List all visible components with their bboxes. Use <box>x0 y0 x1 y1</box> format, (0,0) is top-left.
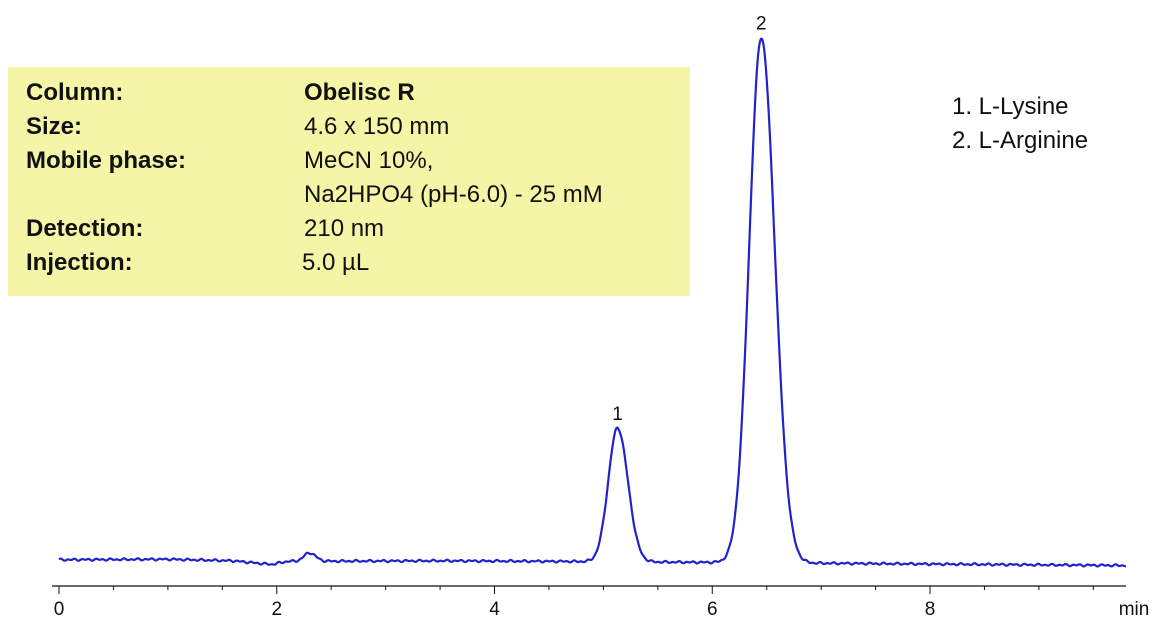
x-tick-label: 4 <box>489 599 500 619</box>
info-value: 4.6 x 150 mm <box>304 113 450 140</box>
x-axis-unit-label: min <box>1119 599 1150 619</box>
info-value: Na2HPO4 (pH-6.0) - 25 mM <box>304 181 603 208</box>
info-label: Size: <box>26 113 83 140</box>
method-info-box: Column: Obelisc R Size: 4.6 x 150 mm Mobile … <box>8 67 690 296</box>
info-value: 210 nm <box>304 215 385 242</box>
info-value: Obelisc R <box>304 79 415 106</box>
info-value: MeCN 10%, <box>304 147 434 174</box>
x-tick-label: 6 <box>707 599 718 619</box>
chromatogram-trace <box>58 37 1127 568</box>
legend-item-lysine: 1. L-Lysine <box>952 93 1069 120</box>
x-tick-label: 0 <box>54 599 65 619</box>
info-value: 5.0 µL <box>302 249 370 276</box>
peak-label: 1 <box>612 404 623 425</box>
info-label: Mobile phase: <box>26 147 187 174</box>
info-label: Column: <box>26 79 124 106</box>
legend-item-arginine: 2. L-Arginine <box>952 127 1089 154</box>
x-tick-label: 8 <box>925 599 936 619</box>
x-axis: 0 2 4 6 8 min <box>52 585 1150 619</box>
info-label: Injection: <box>26 249 133 276</box>
info-label: Detection: <box>26 215 144 242</box>
peak-labels: 12 <box>612 14 766 425</box>
peak-legend: 1. L-Lysine 2. L-Arginine <box>952 93 1088 161</box>
chromatogram-trace-group <box>58 37 1127 568</box>
x-tick-label: 2 <box>271 599 282 619</box>
peak-label: 2 <box>756 14 767 35</box>
